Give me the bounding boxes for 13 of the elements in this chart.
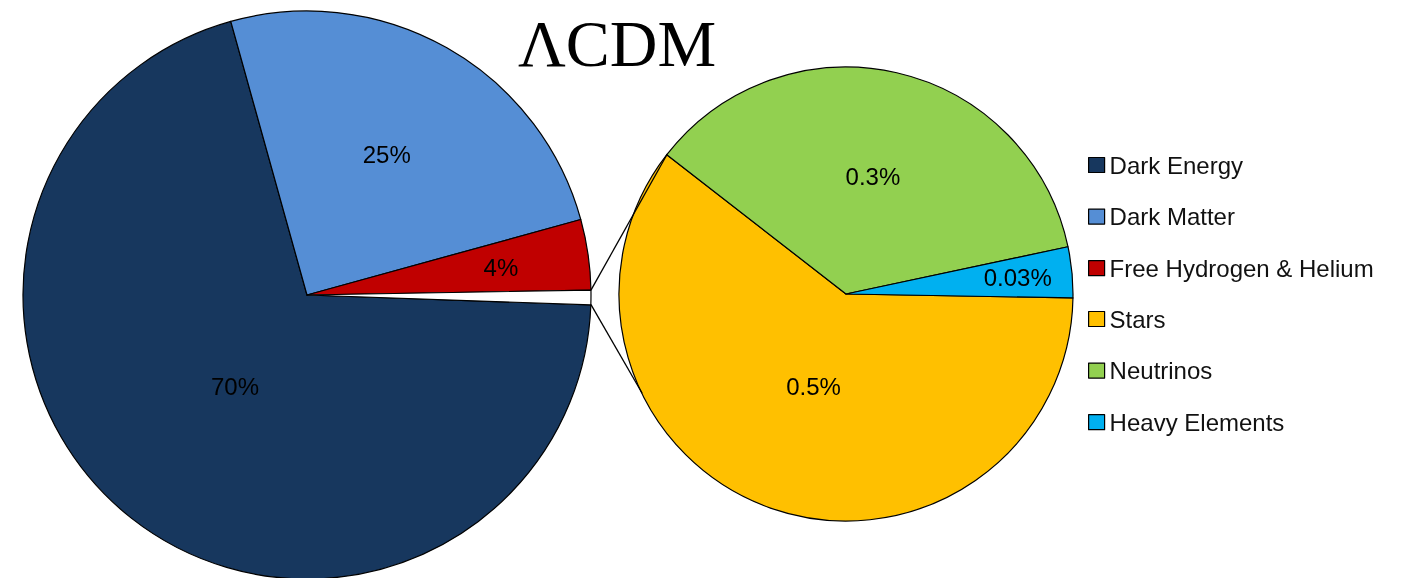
legend-label: Dark Energy	[1109, 151, 1243, 179]
legend-label: Free Hydrogen & Helium	[1109, 254, 1374, 282]
legend-label: Dark Matter	[1109, 203, 1235, 231]
data-label: 0.5%	[786, 372, 841, 400]
data-label: 0.03%	[983, 263, 1052, 291]
legend-label: Neutrinos	[1109, 357, 1213, 385]
data-label: 70%	[210, 372, 259, 400]
data-label: 25%	[362, 140, 411, 168]
chart-title: ΛCDM	[517, 6, 717, 80]
data-label: 0.3%	[845, 163, 901, 191]
data-label: 4%	[483, 253, 519, 281]
legend-label: Stars	[1109, 305, 1166, 333]
legend-label: Heavy Elements	[1109, 408, 1285, 436]
